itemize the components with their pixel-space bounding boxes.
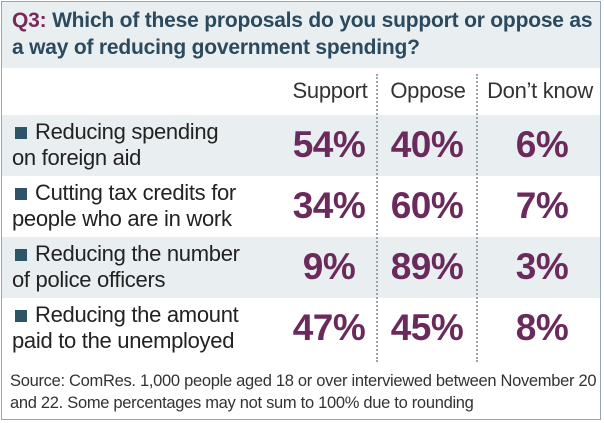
- dont-know-value: 8%: [515, 307, 569, 348]
- row-label-line2: paid to the unemployed: [12, 328, 235, 353]
- table-row: Reducing the number of police officers 9…: [2, 237, 600, 298]
- row-label-line2: people who are in work: [12, 206, 232, 231]
- support-value: 47%: [292, 307, 366, 348]
- dont-know-value: 7%: [515, 185, 569, 226]
- column-header-support: Support: [292, 78, 368, 103]
- column-header-oppose: Oppose: [390, 78, 466, 103]
- source-note: Source: ComRes. 1,000 people aged 18 or …: [10, 372, 597, 412]
- support-value: 54%: [292, 124, 366, 165]
- row-bullet-icon: [15, 310, 27, 322]
- table-row: Reducing spending on foreign aid 54% 40%…: [2, 115, 600, 176]
- dont-know-value: 6%: [515, 124, 569, 165]
- table-row: Cutting tax credits for people who are i…: [2, 176, 600, 237]
- column-header-dont-know: Don’t know: [487, 78, 593, 103]
- column-divider: [376, 74, 378, 362]
- row-label-line2: of police officers: [12, 267, 166, 292]
- dont-know-value: 3%: [515, 246, 569, 287]
- question-header: Q3: Which of these proposals do you supp…: [2, 2, 600, 68]
- row-label: Reducing the amount paid to the unemploy…: [12, 302, 285, 354]
- row-label: Cutting tax credits for people who are i…: [12, 180, 285, 232]
- oppose-value: 60%: [390, 185, 464, 226]
- question-title: Q3: Which of these proposals do you supp…: [12, 7, 597, 61]
- support-value: 34%: [292, 185, 366, 226]
- row-label-line2: on foreign aid: [12, 145, 142, 170]
- row-bullet-icon: [15, 249, 27, 261]
- question-number: Q3:: [12, 9, 47, 32]
- oppose-value: 45%: [390, 307, 464, 348]
- support-value: 9%: [302, 246, 356, 287]
- question-text: Which of these proposals do you support …: [12, 9, 593, 59]
- row-label-line1: Reducing the number: [35, 241, 240, 266]
- row-label-line1: Reducing spending: [35, 119, 219, 144]
- row-bullet-icon: [15, 127, 27, 139]
- column-divider: [476, 74, 478, 362]
- table-row: Reducing the amount paid to the unemploy…: [2, 298, 600, 359]
- row-bullet-icon: [15, 188, 27, 200]
- row-label: Reducing the number of police officers: [12, 241, 285, 293]
- row-label-line1: Reducing the amount: [35, 302, 239, 327]
- row-label: Reducing spending on foreign aid: [12, 119, 285, 171]
- oppose-value: 89%: [390, 246, 464, 287]
- row-label-line1: Cutting tax credits for: [35, 180, 236, 205]
- oppose-value: 40%: [390, 124, 464, 165]
